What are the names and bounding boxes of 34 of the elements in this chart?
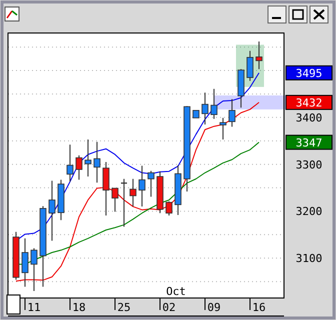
candlestick <box>246 50 254 82</box>
candlestick <box>102 161 110 216</box>
annotation: Oct <box>166 285 186 298</box>
candlestick <box>210 88 218 120</box>
candlestick <box>256 40 262 70</box>
candlestick <box>166 200 172 216</box>
x-tick-label: 25 <box>117 301 131 314</box>
text: 3495 <box>296 66 322 80</box>
candlestick <box>22 238 28 288</box>
candlestick <box>138 165 146 208</box>
candlestick <box>202 92 208 125</box>
text: 3347 <box>296 136 322 150</box>
line-series <box>16 102 260 282</box>
x-tick-label: 16 <box>252 301 266 314</box>
candlestick <box>112 188 118 212</box>
y-tick-label: 3200 <box>296 205 322 218</box>
candlestick <box>30 248 38 292</box>
text: 3432 <box>296 96 322 110</box>
candlestick <box>48 180 56 242</box>
candlestick <box>66 144 74 182</box>
candlestick <box>94 141 100 184</box>
candlestick <box>130 178 136 208</box>
candlestick <box>76 154 82 180</box>
x-tick-label: 11 <box>27 301 41 314</box>
y-tick-label: 3400 <box>296 111 322 124</box>
candlestick <box>220 117 226 140</box>
candlestick <box>148 170 154 198</box>
y-tick-label: 3300 <box>296 158 322 172</box>
candlestick <box>228 98 236 128</box>
x-tick-label: 09 <box>207 301 221 314</box>
candlestick <box>84 138 92 178</box>
x-tick-label: 18 <box>72 301 86 314</box>
y-tick-label: 3100 <box>296 252 322 266</box>
x-tick-label: 02 <box>162 301 176 314</box>
